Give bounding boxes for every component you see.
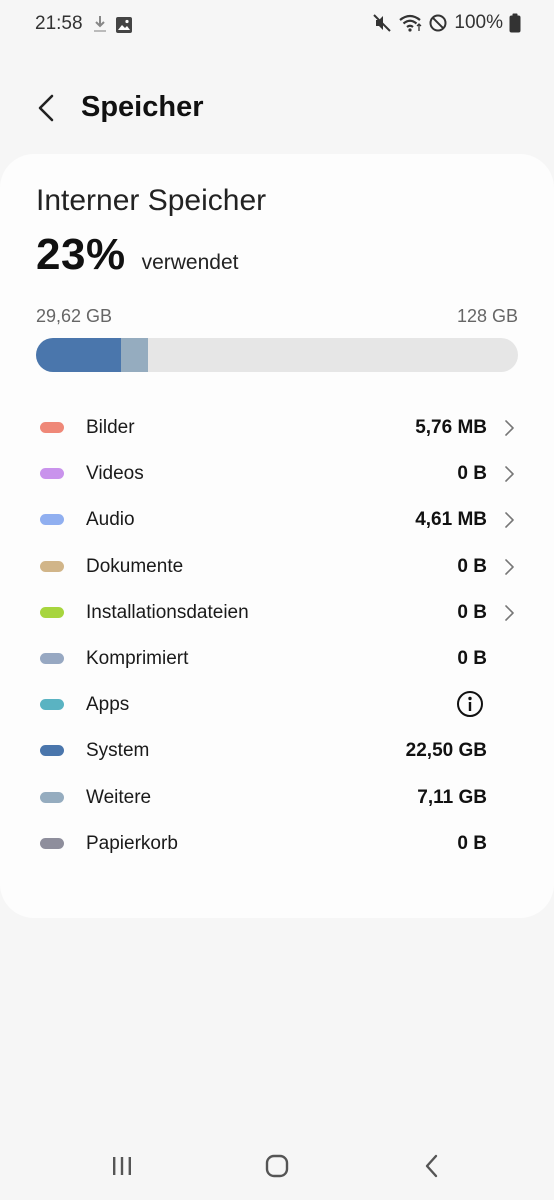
- do-not-disturb-icon: [428, 13, 448, 33]
- mute-icon: [372, 13, 392, 33]
- status-time: 21:58: [35, 13, 83, 34]
- category-value: 4,61 MB: [415, 509, 487, 531]
- category-label: Bilder: [86, 417, 135, 438]
- category-color-dot: [40, 745, 64, 757]
- download-icon: [93, 15, 107, 40]
- status-system-icons: 100%: [372, 12, 521, 34]
- storage-card: Interner Speicher 23% verwendet 29,62 GB…: [0, 154, 554, 918]
- category-color-dot: [40, 652, 64, 664]
- used-capacity: 29,62 GB: [36, 306, 113, 326]
- recents-button[interactable]: [102, 1150, 142, 1182]
- category-color-dot: [40, 837, 64, 849]
- status-bar: 21:58: [0, 0, 554, 50]
- category-value: 5,76 MB: [415, 417, 487, 438]
- chevron-right-icon: [505, 420, 514, 436]
- category-value: 0 B: [457, 555, 487, 577]
- usage-percent: 23%: [36, 230, 126, 279]
- usage-bar-segment-system: [36, 338, 121, 372]
- category-label: Papierkorb: [86, 832, 178, 854]
- category-color-dot: [40, 606, 64, 618]
- storage-name: Interner Speicher: [36, 184, 267, 217]
- category-value: 22,50 GB: [405, 740, 487, 762]
- category-label: Dokumente: [86, 555, 184, 577]
- chevron-right-icon: [505, 466, 514, 482]
- category-color-dot: [40, 514, 64, 526]
- info-icon[interactable]: [456, 690, 484, 718]
- app-header: Speicher: [0, 80, 554, 136]
- page-title: Speicher: [81, 91, 204, 123]
- battery-icon: [509, 13, 521, 33]
- category-label: Installationsdateien: [86, 601, 249, 623]
- category-row-bilder[interactable]: Bilder 5,76 MB: [0, 404, 554, 450]
- recents-icon: [113, 1157, 131, 1175]
- back-button[interactable]: [28, 90, 64, 126]
- category-row-system[interactable]: System 22,50 GB: [0, 727, 554, 773]
- chevron-right-icon: [505, 512, 514, 529]
- usage-row: 23% verwendet: [36, 230, 238, 280]
- home-button[interactable]: [257, 1150, 297, 1182]
- image-icon: [115, 16, 133, 39]
- chevron-right-icon: [505, 604, 514, 621]
- category-value: 7,11 GB: [417, 786, 487, 808]
- status-notification-icons: [93, 15, 133, 40]
- category-color-dot: [40, 791, 64, 803]
- category-color-dot: [40, 468, 64, 480]
- category-label: Audio: [86, 509, 135, 531]
- chevron-left-icon: [38, 94, 54, 122]
- storage-usage-bar: [36, 338, 518, 372]
- usage-bar-segment-weitere: [120, 338, 148, 372]
- category-color-dot: [40, 560, 64, 572]
- category-color-dot: [40, 422, 64, 433]
- chevron-right-icon: [505, 558, 514, 575]
- category-value: 0 B: [457, 601, 487, 623]
- category-label: Komprimiert: [86, 647, 189, 669]
- category-row-videos[interactable]: Videos 0 B: [0, 450, 554, 496]
- category-color-dot: [40, 699, 64, 711]
- category-row-weitere[interactable]: Weitere 7,11 GB: [0, 774, 554, 820]
- category-value: 0 B: [457, 463, 487, 485]
- category-row-komprimiert[interactable]: Komprimiert 0 B: [0, 635, 554, 681]
- category-value: 0 B: [457, 832, 487, 854]
- category-row-apps[interactable]: Apps: [0, 681, 554, 727]
- category-label: Apps: [86, 694, 130, 716]
- category-label: System: [86, 740, 150, 762]
- nav-back-button[interactable]: [412, 1150, 452, 1182]
- back-icon: [425, 1154, 438, 1178]
- wifi-icon: [398, 13, 422, 33]
- home-icon: [265, 1154, 289, 1178]
- total-capacity: 128 GB: [456, 306, 518, 326]
- category-label: Videos: [86, 463, 144, 485]
- usage-label: verwendet: [141, 251, 239, 274]
- category-value: 0 B: [457, 647, 487, 669]
- category-row-dokumente[interactable]: Dokumente 0 B: [0, 543, 554, 589]
- battery-percent: 100%: [454, 12, 503, 33]
- category-label: Weitere: [86, 786, 152, 808]
- category-row-installationsdateien[interactable]: Installationsdateien 0 B: [0, 589, 554, 635]
- navigation-bar: [0, 1140, 554, 1192]
- category-row-papierkorb[interactable]: Papierkorb 0 B: [0, 820, 554, 866]
- category-list: Bilder 5,76 MB Videos 0 B Audio 4,61 MB Dokume…: [0, 404, 554, 866]
- category-row-audio[interactable]: Audio 4,61 MB: [0, 496, 554, 542]
